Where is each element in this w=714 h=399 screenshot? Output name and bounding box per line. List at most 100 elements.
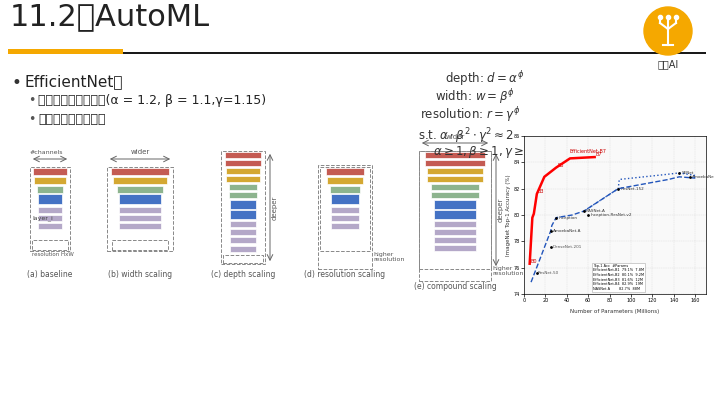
Bar [434,237,476,243]
Bar [431,192,479,198]
Text: $\alpha \geq 1, \beta \geq 1, \gamma \geq 1$: $\alpha \geq 1, \beta \geq 1, \gamma \ge… [433,144,534,160]
Text: ResNet-50: ResNet-50 [538,271,559,275]
Text: resolution: $r = \gamma^{\phi}$: resolution: $r = \gamma^{\phi}$ [420,105,521,124]
Text: width: $w = \beta^{\phi}$: width: $w = \beta^{\phi}$ [435,87,515,107]
Text: wider: wider [131,149,150,155]
Text: (a) baseline: (a) baseline [27,270,73,279]
Text: 有三AI: 有三AI [658,59,678,69]
Text: 搜索得到基模型学习(α = 1.2, β = 1.1,γ=1.15): 搜索得到基模型学习(α = 1.2, β = 1.1,γ=1.15) [38,94,266,107]
Bar [229,184,257,190]
Bar [32,240,68,250]
Text: #channels: #channels [30,150,64,155]
Circle shape [644,7,692,55]
Bar [331,207,359,213]
Bar [117,186,163,192]
Text: layer_i: layer_i [32,215,53,221]
Bar [119,223,161,229]
Bar [226,176,260,182]
Text: (c) depth scaling: (c) depth scaling [211,270,275,279]
Bar [230,237,256,243]
Text: (b) width scaling: (b) width scaling [108,270,172,279]
Text: EfficientNet，: EfficientNet， [24,74,123,89]
Text: •: • [28,113,36,126]
Bar [221,151,265,264]
Bar [38,215,62,221]
Text: NASNet-A: NASNet-A [586,209,606,213]
Bar [326,168,364,174]
Bar [431,184,479,190]
Bar [37,186,63,192]
Bar [38,223,62,229]
Bar [320,167,370,251]
Bar [119,194,161,204]
Bar [119,215,161,221]
Bar [327,176,363,184]
Text: ResNet-152: ResNet-152 [620,187,644,191]
Text: AmoebaNet-A: AmoebaNet-A [553,229,581,233]
Bar [331,194,359,204]
Bar [331,215,359,221]
Bar [230,246,256,252]
X-axis label: Number of Parameters (Millions): Number of Parameters (Millions) [570,309,660,314]
Text: (d) resolution scaling: (d) resolution scaling [304,270,386,279]
Text: SENet: SENet [681,171,694,175]
Bar [34,176,66,184]
Text: Top-1 Acc  #Params
EfficientNet-B1  79.1%  7.8M
EfficientNet-B2  80.1%  9.2M
Eff: Top-1 Acc #Params EfficientNet-B1 79.1% … [593,264,644,291]
Text: Inception: Inception [558,215,577,219]
Text: •: • [12,74,22,92]
Bar [223,255,263,263]
Bar [427,176,483,182]
Bar [107,167,173,251]
Text: s.t. $\alpha \cdot \beta^{2} \cdot \gamma^{2} \approx 2$: s.t. $\alpha \cdot \beta^{2} \cdot \gamm… [418,126,514,146]
Text: higher
resolution: higher resolution [492,266,523,277]
Bar [318,165,372,269]
Bar [8,49,123,54]
Bar [225,160,261,166]
Text: depth: $d = \alpha^{\phi}$: depth: $d = \alpha^{\phi}$ [445,69,524,89]
Text: Inception-ResNet-v2: Inception-ResNet-v2 [590,213,632,217]
Text: 在基模型基础上拓展: 在基模型基础上拓展 [38,113,106,126]
Bar [38,194,62,204]
Text: •: • [28,94,36,107]
Bar [8,51,706,54]
Bar [425,152,485,158]
Bar [230,229,256,235]
Bar [434,221,476,227]
Bar [425,160,485,166]
Text: deeper: deeper [272,196,278,220]
Text: higher
resolution: higher resolution [373,252,404,263]
Bar [226,168,260,174]
Bar [230,221,256,227]
Bar [419,151,491,269]
Text: 11.2、AutoML: 11.2、AutoML [10,2,210,31]
Bar [419,151,491,281]
Y-axis label: ImageNet Top-1 Accuracy (%): ImageNet Top-1 Accuracy (%) [506,174,511,256]
Text: wider: wider [446,134,465,140]
Bar [434,209,476,219]
Bar [230,209,256,219]
Bar [427,168,483,174]
Bar [434,245,476,251]
Text: B5: B5 [557,163,563,168]
Text: B7: B7 [595,152,602,157]
Bar [38,207,62,213]
Bar [330,186,360,192]
Bar [331,223,359,229]
Text: DenseNet-201: DenseNet-201 [553,245,582,249]
Bar [434,200,476,209]
Text: (e) compound scaling: (e) compound scaling [413,282,496,291]
Bar [119,207,161,213]
Text: deeper: deeper [498,198,504,222]
Bar [225,152,261,158]
Bar [229,192,257,198]
Bar [30,167,70,251]
Text: B0: B0 [531,259,537,264]
Bar [230,200,256,209]
Bar [33,168,67,174]
Text: EfficientNet-B7: EfficientNet-B7 [570,149,607,154]
Bar [434,229,476,235]
Bar [112,240,168,250]
Text: B3: B3 [538,189,544,194]
Text: AmoebaNet-C: AmoebaNet-C [692,175,714,179]
Bar [113,176,167,184]
